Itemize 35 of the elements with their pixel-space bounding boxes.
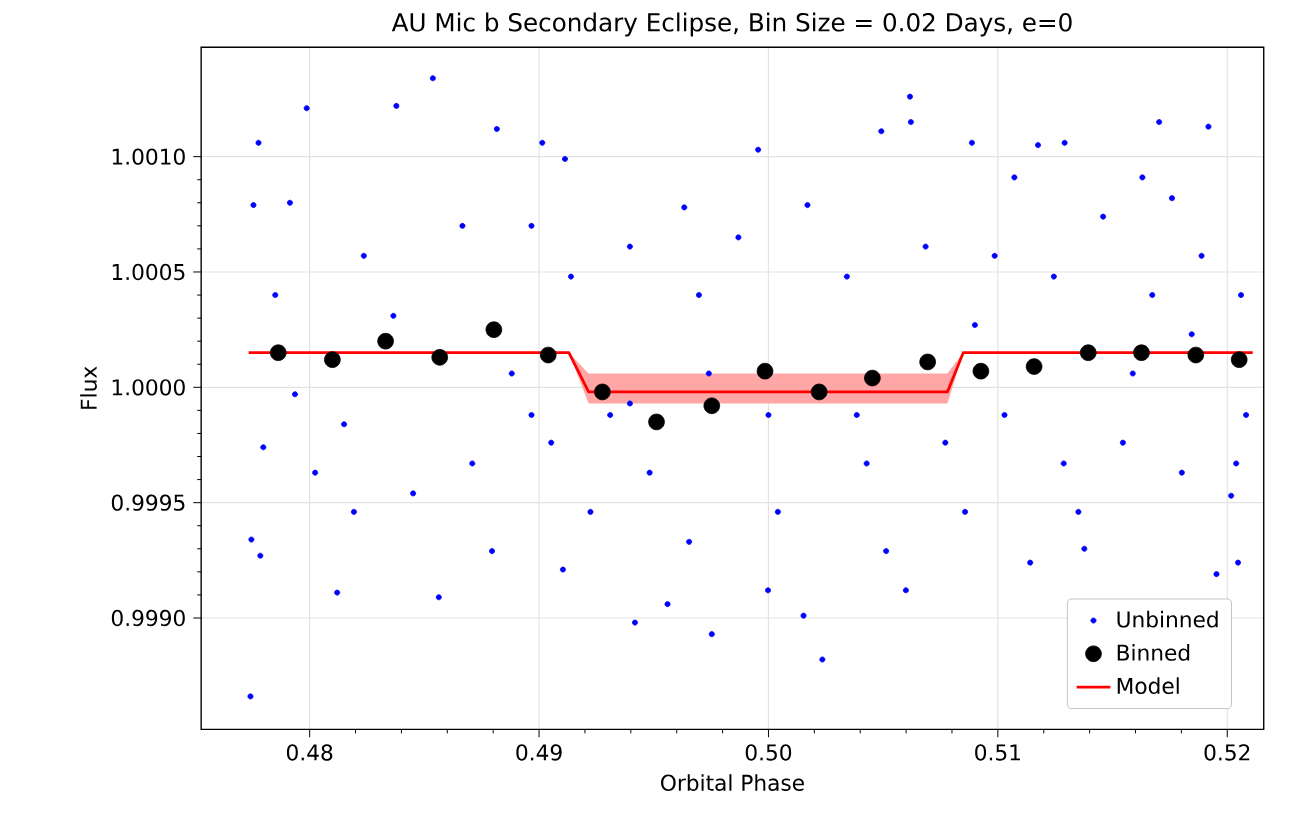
y-tick-label: 1.0000 [112, 379, 185, 396]
point [269, 344, 287, 362]
point [1133, 344, 1150, 362]
x-tick-label: 0.50 [745, 744, 792, 761]
point [431, 349, 449, 366]
point [539, 346, 557, 364]
x-tick-label: 0.48 [286, 744, 333, 761]
point [756, 362, 774, 380]
y-tick-label: 0.9995 [111, 494, 185, 511]
x-axis-title: Orbital Phase [661, 774, 804, 791]
point [1079, 344, 1097, 362]
legend-label: Model [1117, 677, 1179, 695]
chart-title: AU Mic b Secondary Eclipse, Bin Size = 0.02 Days, e=0 [391, 12, 1072, 37]
point [1187, 346, 1205, 364]
point [972, 362, 990, 380]
point [485, 321, 503, 338]
point [324, 351, 341, 368]
point [1230, 351, 1248, 368]
x-tick-label: 0.49 [516, 744, 562, 761]
legend-label: Unbinned [1117, 610, 1218, 628]
x-tick-label: 0.51 [975, 744, 1020, 761]
y-tick-label: 0.9990 [111, 609, 185, 627]
point [1025, 358, 1043, 375]
y-tick-label: 1.0005 [112, 263, 185, 281]
legend-label: Binned [1117, 644, 1190, 661]
point [594, 383, 611, 401]
y-tick-label: 1.0010 [112, 148, 185, 165]
point [919, 353, 936, 371]
y-axis-title: Flux [80, 366, 97, 409]
point [377, 332, 394, 350]
point [810, 383, 828, 401]
point [864, 369, 881, 387]
point [648, 413, 665, 431]
x-tick-label: 0.52 [1204, 744, 1250, 761]
point [703, 397, 721, 415]
